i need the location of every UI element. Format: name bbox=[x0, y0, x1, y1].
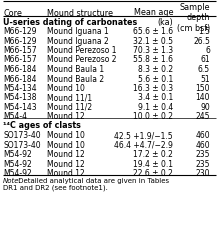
Text: 245: 245 bbox=[196, 112, 210, 121]
Text: Mound Perezoso 1: Mound Perezoso 1 bbox=[47, 46, 117, 55]
Text: 1.5: 1.5 bbox=[198, 27, 210, 36]
Text: 22.6 ± 0.2: 22.6 ± 0.2 bbox=[133, 168, 173, 177]
Text: 140: 140 bbox=[196, 93, 210, 102]
Text: Detailed analytical data are given in Tables: Detailed analytical data are given in Ta… bbox=[16, 177, 169, 183]
Text: Mound 12: Mound 12 bbox=[47, 168, 85, 177]
Text: Note:: Note: bbox=[3, 177, 22, 183]
Text: M66-157: M66-157 bbox=[3, 55, 37, 64]
Text: 32.1 ± 0.5: 32.1 ± 0.5 bbox=[133, 36, 173, 45]
Text: 8.3 ± 0.2: 8.3 ± 0.2 bbox=[138, 65, 173, 74]
Text: Core: Core bbox=[3, 9, 22, 18]
Text: 3.4 ± 0.1: 3.4 ± 0.1 bbox=[138, 93, 173, 102]
Text: 6.5: 6.5 bbox=[198, 65, 210, 74]
Text: Sample
depth
(cm bsf): Sample depth (cm bsf) bbox=[177, 3, 210, 33]
Text: 70.3 ± 1.3: 70.3 ± 1.3 bbox=[133, 46, 173, 55]
Text: Mound 12: Mound 12 bbox=[47, 159, 85, 168]
Text: M54-92: M54-92 bbox=[3, 168, 32, 177]
Text: 6: 6 bbox=[205, 46, 210, 55]
Text: M66-129: M66-129 bbox=[3, 27, 37, 36]
Text: Mound Perezoso 2: Mound Perezoso 2 bbox=[47, 55, 117, 64]
Text: 46.4 +4.7/−2.9: 46.4 +4.7/−2.9 bbox=[114, 140, 173, 149]
Text: Mound Iguana 2: Mound Iguana 2 bbox=[47, 36, 109, 45]
Text: Mound Baula 1: Mound Baula 1 bbox=[47, 65, 104, 74]
Text: 9.1 ± 0.4: 9.1 ± 0.4 bbox=[138, 103, 173, 112]
Text: 26.5: 26.5 bbox=[193, 36, 210, 45]
Text: M54-143: M54-143 bbox=[3, 103, 37, 112]
Text: Mound 12: Mound 12 bbox=[47, 150, 85, 158]
Text: M66-184: M66-184 bbox=[3, 65, 37, 74]
Text: 61: 61 bbox=[200, 55, 210, 64]
Text: DR1 and DR2 (see footnote1).: DR1 and DR2 (see footnote1). bbox=[3, 183, 108, 190]
Text: M66-184: M66-184 bbox=[3, 74, 37, 83]
Text: Mound 10: Mound 10 bbox=[47, 84, 85, 93]
Text: Mound 11/2: Mound 11/2 bbox=[47, 103, 92, 112]
Text: Mound Iguana 1: Mound Iguana 1 bbox=[47, 27, 109, 36]
Text: 230: 230 bbox=[196, 168, 210, 177]
Text: M54-92: M54-92 bbox=[3, 159, 32, 168]
Text: M54-92: M54-92 bbox=[3, 150, 32, 158]
Text: Mound structure: Mound structure bbox=[47, 9, 113, 18]
Text: SO173-40: SO173-40 bbox=[3, 131, 41, 139]
Text: SO173-40: SO173-40 bbox=[3, 140, 41, 149]
Text: Mound 10: Mound 10 bbox=[47, 140, 85, 149]
Text: 16.3 ± 0.3: 16.3 ± 0.3 bbox=[133, 84, 173, 93]
Text: 235: 235 bbox=[196, 159, 210, 168]
Text: 5.6 ± 0.1: 5.6 ± 0.1 bbox=[138, 74, 173, 83]
Text: ¹⁴C ages of clasts: ¹⁴C ages of clasts bbox=[3, 121, 81, 130]
Text: 55.8 ± 1.6: 55.8 ± 1.6 bbox=[133, 55, 173, 64]
Text: 51: 51 bbox=[200, 74, 210, 83]
Text: Mound Baula 2: Mound Baula 2 bbox=[47, 74, 104, 83]
Text: 460: 460 bbox=[195, 131, 210, 139]
Text: M66-157: M66-157 bbox=[3, 46, 37, 55]
Text: 19.4 ± 0.1: 19.4 ± 0.1 bbox=[133, 159, 173, 168]
Text: 17.2 ± 0.2: 17.2 ± 0.2 bbox=[133, 150, 173, 158]
Text: 235: 235 bbox=[196, 150, 210, 158]
Text: 10.0 ± 0.2: 10.0 ± 0.2 bbox=[133, 112, 173, 121]
Text: M54-4: M54-4 bbox=[3, 112, 27, 121]
Text: 65.6 ± 1.6: 65.6 ± 1.6 bbox=[133, 27, 173, 36]
Text: M54-138: M54-138 bbox=[3, 93, 37, 102]
Text: M66-129: M66-129 bbox=[3, 36, 37, 45]
Text: 42.5 +1.9/−1.5: 42.5 +1.9/−1.5 bbox=[114, 131, 173, 139]
Text: Mound 12: Mound 12 bbox=[47, 112, 85, 121]
Text: Mound 11/1: Mound 11/1 bbox=[47, 93, 92, 102]
Text: 460: 460 bbox=[195, 140, 210, 149]
Text: 150: 150 bbox=[196, 84, 210, 93]
Text: Mean age
(ka): Mean age (ka) bbox=[134, 8, 173, 27]
Text: U-series dating of carbonates: U-series dating of carbonates bbox=[3, 18, 137, 27]
Text: Mound 10: Mound 10 bbox=[47, 131, 85, 139]
Text: M54-134: M54-134 bbox=[3, 84, 37, 93]
Text: 90: 90 bbox=[200, 103, 210, 112]
